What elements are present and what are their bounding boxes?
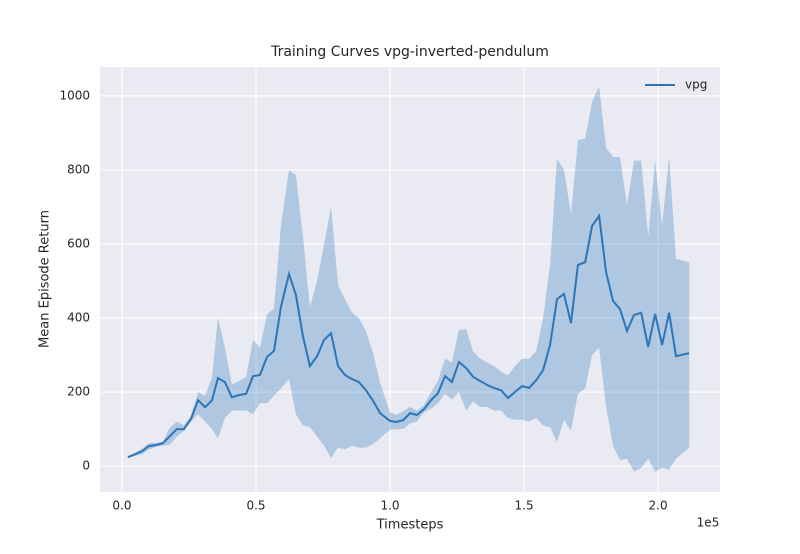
- x-axis-label: Timesteps: [376, 518, 444, 533]
- x-tick-label: 1.0: [380, 499, 399, 513]
- x-tick-label: 0.5: [246, 499, 265, 513]
- y-tick-label: 800: [67, 162, 90, 176]
- y-tick-label: 1000: [59, 88, 90, 102]
- confidence-band: [127, 86, 690, 472]
- y-tick-label: 0: [82, 459, 90, 473]
- y-tick-label: 400: [67, 311, 90, 325]
- plot-area: [100, 67, 720, 492]
- y-axis-label: Mean Episode Return: [38, 210, 53, 348]
- x-tick-label: 1.5: [515, 499, 534, 513]
- x-tick-label: 2.0: [649, 499, 668, 513]
- y-tick-label: 600: [67, 236, 90, 250]
- x-tick-label: 0.0: [112, 499, 131, 513]
- line: [127, 213, 690, 459]
- legend-label: vpg: [685, 78, 707, 92]
- x-offset-label: 1e5: [697, 516, 720, 530]
- chart-title: Training Curves vpg-inverted-pendulum: [270, 44, 549, 60]
- y-tick-label: 200: [67, 385, 90, 399]
